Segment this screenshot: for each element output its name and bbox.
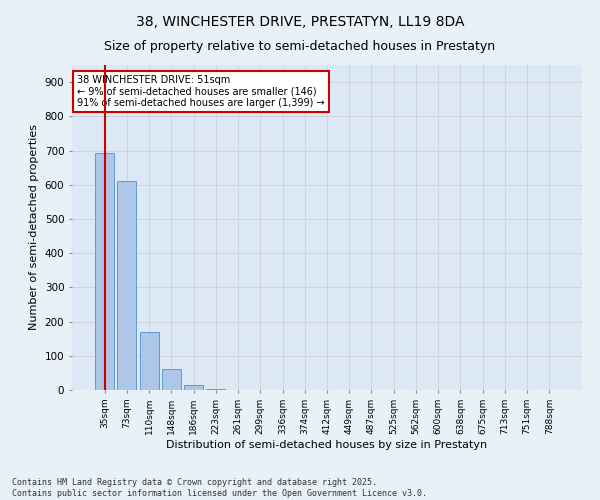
X-axis label: Distribution of semi-detached houses by size in Prestatyn: Distribution of semi-detached houses by … (166, 440, 488, 450)
Text: 38, WINCHESTER DRIVE, PRESTATYN, LL19 8DA: 38, WINCHESTER DRIVE, PRESTATYN, LL19 8D… (136, 15, 464, 29)
Text: Size of property relative to semi-detached houses in Prestatyn: Size of property relative to semi-detach… (104, 40, 496, 53)
Bar (206, 389, 225, 390)
Text: Contains HM Land Registry data © Crown copyright and database right 2025.
Contai: Contains HM Land Registry data © Crown c… (12, 478, 427, 498)
Bar (184, 385, 203, 390)
Y-axis label: Number of semi-detached properties: Number of semi-detached properties (29, 124, 39, 330)
Bar (95, 153, 114, 390)
Bar (162, 370, 181, 390)
Text: 38 WINCHESTER DRIVE: 51sqm
← 9% of semi-detached houses are smaller (146)
91% of: 38 WINCHESTER DRIVE: 51sqm ← 9% of semi-… (77, 74, 325, 108)
Bar (140, 332, 158, 390)
Bar (118, 182, 136, 390)
